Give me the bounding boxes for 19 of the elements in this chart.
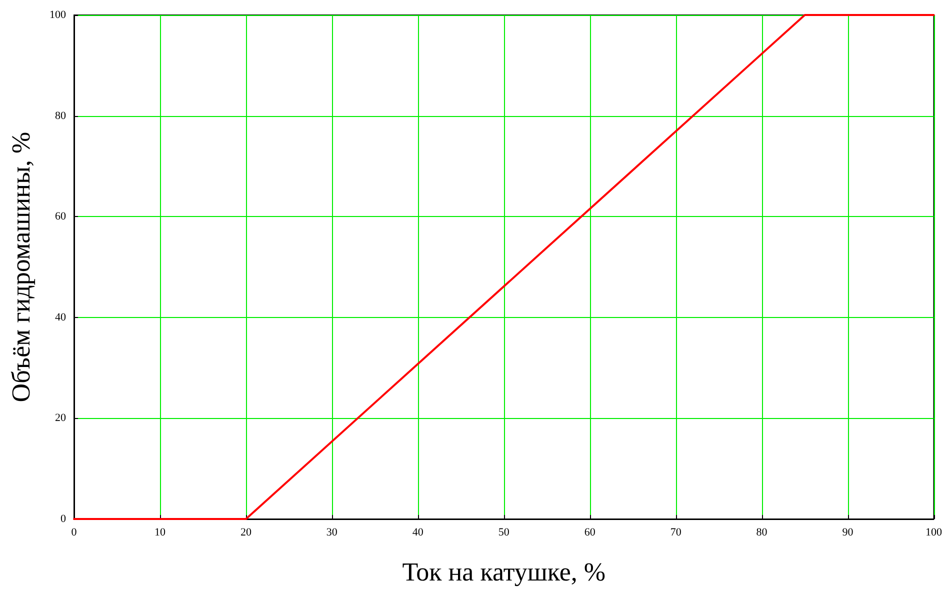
x-tick-label: 60 [584, 526, 596, 538]
x-tick-label: 30 [326, 526, 338, 538]
x-tick-label: 100 [926, 526, 942, 538]
y-tick-label: 40 [55, 311, 66, 324]
y-tick-label: 20 [55, 412, 66, 424]
x-tick-label: 50 [498, 526, 510, 538]
y-tick-label: 80 [55, 110, 66, 122]
x-tick-label: 20 [240, 526, 252, 538]
y-tick-label: 0 [60, 513, 66, 525]
x-tick-label: 70 [670, 526, 682, 538]
x-tick-label: 40 [412, 526, 424, 538]
y-axis-title: Объём гидромашины, % [6, 132, 36, 402]
x-tick-label: 0 [71, 526, 78, 538]
x-axis-title: Ток на катушке, % [402, 558, 606, 586]
x-tick-label: 10 [154, 526, 166, 538]
x-tick-label: 90 [842, 526, 854, 538]
y-tick-label: 60 [55, 210, 66, 223]
x-tick-label: 80 [756, 526, 768, 538]
y-tick-label: 100 [50, 9, 66, 21]
